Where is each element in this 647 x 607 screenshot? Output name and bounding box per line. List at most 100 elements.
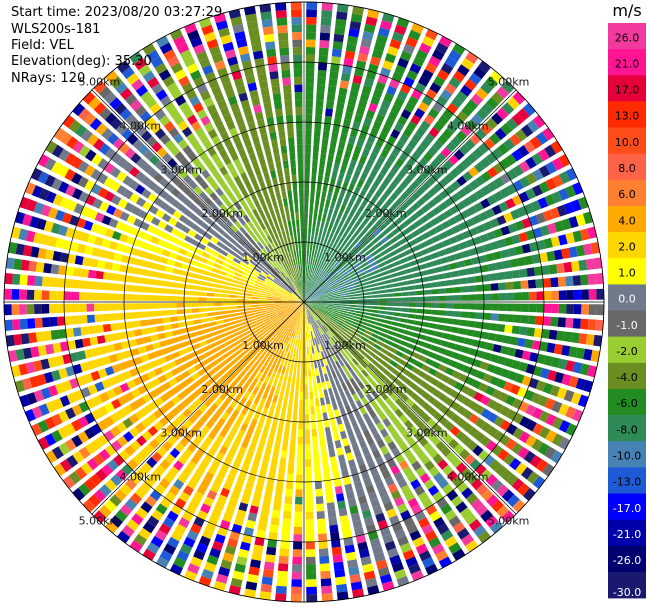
radar-gate xyxy=(410,180,420,190)
radar-gate xyxy=(358,155,367,165)
radar-gate xyxy=(422,283,431,289)
radar-gate xyxy=(220,34,233,45)
radar-gate xyxy=(551,191,563,204)
radar-gate xyxy=(357,53,369,63)
radar-gate xyxy=(291,174,297,183)
radar-gate xyxy=(421,69,434,81)
radar-gate xyxy=(269,209,276,218)
radar-gate xyxy=(525,172,537,185)
radar-gate xyxy=(316,267,321,276)
radar-gate xyxy=(361,208,370,217)
radar-gate xyxy=(279,206,285,215)
radar-gate xyxy=(444,56,458,69)
radar-gate xyxy=(416,197,426,207)
radar-gate xyxy=(251,43,263,53)
radar-gate xyxy=(301,287,303,295)
radar-gate xyxy=(416,296,424,302)
radar-gate xyxy=(267,235,273,244)
radar-gate xyxy=(415,145,426,156)
radar-gate xyxy=(263,33,275,43)
radar-gate xyxy=(183,56,196,68)
radar-gate xyxy=(369,224,378,233)
radar-gate xyxy=(452,70,466,83)
radar-gate xyxy=(587,273,596,285)
radar-gate xyxy=(308,280,311,288)
radar-gate xyxy=(430,158,441,169)
radar-gate xyxy=(327,278,335,285)
radar-gate xyxy=(405,207,414,217)
radar-gate xyxy=(376,172,385,182)
radar-gate xyxy=(260,11,272,21)
radar-gate xyxy=(345,215,353,224)
radar-gate xyxy=(349,217,357,227)
radar-gate xyxy=(356,296,364,299)
radar-gate xyxy=(270,242,277,250)
radar-gate xyxy=(380,148,390,159)
radar-gate xyxy=(310,293,317,298)
radar-gate xyxy=(317,77,326,86)
radar-gate xyxy=(200,115,211,126)
radar-gate xyxy=(442,108,454,121)
radar-gate xyxy=(336,11,348,21)
radar-gate xyxy=(563,261,573,273)
radar-gate xyxy=(344,252,352,260)
radar-gate xyxy=(293,69,303,78)
radar-gate xyxy=(305,264,308,273)
radar-gate xyxy=(323,176,330,185)
radar-gate xyxy=(328,78,338,87)
radar-gate xyxy=(308,257,311,265)
radar-gate xyxy=(305,62,315,70)
radar-gate xyxy=(245,75,256,85)
radar-gate xyxy=(259,197,266,206)
radar-gate xyxy=(318,228,323,237)
radar-gate xyxy=(281,191,287,200)
radar-gate xyxy=(423,114,435,125)
radar-gate xyxy=(184,22,197,34)
radar-gate xyxy=(328,184,335,194)
radar-gate xyxy=(314,205,319,213)
radar-gate xyxy=(478,211,489,222)
radar-gate xyxy=(300,295,304,302)
radar-gate xyxy=(293,62,303,70)
radar-gate xyxy=(311,296,319,300)
radar-gate xyxy=(318,54,328,64)
radar-gate xyxy=(372,145,382,155)
radar-gate xyxy=(310,257,313,266)
radar-gate xyxy=(305,122,312,130)
radar-gate xyxy=(347,199,355,209)
radar-gate xyxy=(304,189,309,198)
radar-gate xyxy=(295,212,299,220)
radar-gate xyxy=(444,246,454,255)
radar-gate xyxy=(294,84,303,93)
radar-gate xyxy=(365,70,377,81)
radar-gate xyxy=(277,123,285,132)
radar-gate xyxy=(275,223,281,232)
radar-gate xyxy=(366,175,375,185)
radar-gate xyxy=(248,28,260,38)
radar-gate xyxy=(348,257,357,264)
radar-gate xyxy=(346,143,354,152)
colorbar-tick-label: 6.0 xyxy=(618,188,636,201)
radar-gate xyxy=(501,80,515,94)
radar-gate xyxy=(292,242,296,251)
radar-gate xyxy=(400,50,412,62)
radar-gate xyxy=(297,288,301,296)
radar-gate xyxy=(310,182,316,190)
radar-gate xyxy=(356,162,364,172)
radar-gate xyxy=(351,275,359,281)
radar-gate xyxy=(558,234,568,246)
radar-gate xyxy=(248,202,256,211)
radar-gate xyxy=(435,42,449,55)
radar-gate xyxy=(401,291,409,297)
radar-gate xyxy=(323,287,331,292)
radar-gate xyxy=(436,273,445,280)
radar-gate xyxy=(272,146,280,155)
radar-gate xyxy=(280,54,290,64)
radar-gate xyxy=(333,117,342,126)
radar-gate xyxy=(222,81,233,92)
radar-gate xyxy=(528,215,539,226)
radar-gate xyxy=(461,250,471,258)
radar-gate xyxy=(297,159,303,168)
radar-gate xyxy=(506,117,519,131)
radar-gate xyxy=(300,227,304,235)
